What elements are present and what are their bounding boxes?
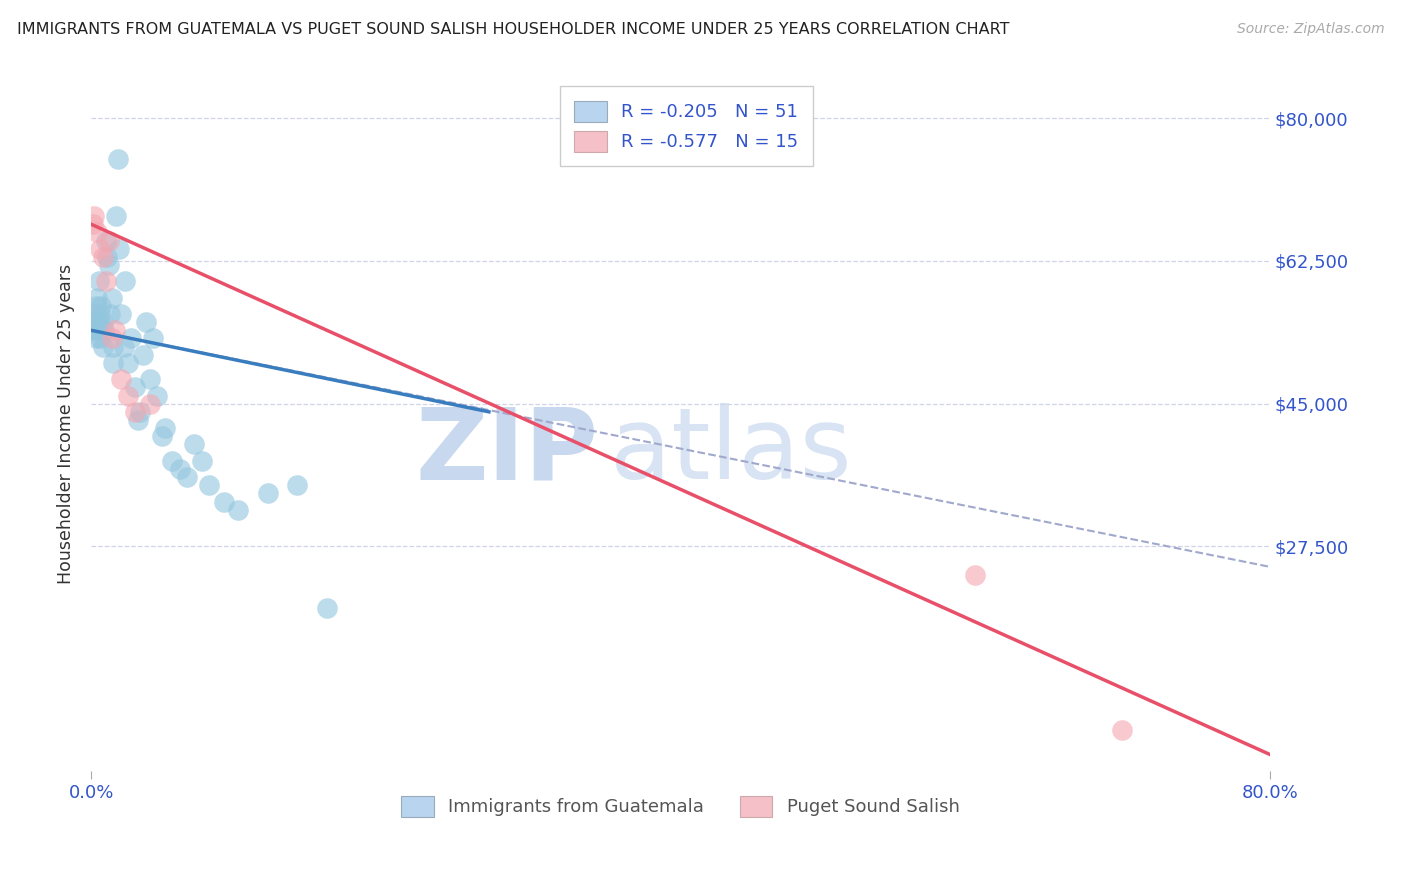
Point bbox=[94, 274, 117, 288]
Point bbox=[315, 600, 337, 615]
Point bbox=[100, 331, 122, 345]
Point bbox=[160, 454, 183, 468]
Point bbox=[228, 502, 250, 516]
Point bbox=[139, 372, 162, 386]
Point bbox=[124, 405, 146, 419]
Text: IMMIGRANTS FROM GUATEMALA VS PUGET SOUND SALISH HOUSEHOLDER INCOME UNDER 25 YEAR: IMMIGRANTS FROM GUATEMALA VS PUGET SOUND… bbox=[17, 22, 1010, 37]
Point bbox=[153, 421, 176, 435]
Point bbox=[139, 397, 162, 411]
Text: Source: ZipAtlas.com: Source: ZipAtlas.com bbox=[1237, 22, 1385, 37]
Point bbox=[110, 307, 132, 321]
Point bbox=[87, 274, 110, 288]
Point bbox=[86, 291, 108, 305]
Point bbox=[183, 437, 205, 451]
Point bbox=[83, 307, 105, 321]
Point bbox=[83, 209, 105, 223]
Point bbox=[91, 340, 114, 354]
Point bbox=[97, 258, 120, 272]
Point bbox=[107, 152, 129, 166]
Text: atlas: atlas bbox=[610, 403, 852, 500]
Point bbox=[169, 462, 191, 476]
Point bbox=[132, 348, 155, 362]
Point bbox=[117, 356, 139, 370]
Point bbox=[84, 299, 107, 313]
Point bbox=[83, 315, 105, 329]
Legend: Immigrants from Guatemala, Puget Sound Salish: Immigrants from Guatemala, Puget Sound S… bbox=[394, 789, 967, 824]
Point bbox=[127, 413, 149, 427]
Point bbox=[112, 340, 135, 354]
Point bbox=[97, 234, 120, 248]
Point bbox=[287, 478, 309, 492]
Point bbox=[142, 331, 165, 345]
Point bbox=[190, 454, 212, 468]
Point bbox=[82, 323, 104, 337]
Point bbox=[105, 209, 128, 223]
Point bbox=[117, 388, 139, 402]
Point bbox=[91, 250, 114, 264]
Point bbox=[89, 307, 111, 321]
Point bbox=[212, 494, 235, 508]
Point bbox=[96, 250, 118, 264]
Point bbox=[98, 307, 121, 321]
Point bbox=[103, 340, 125, 354]
Point bbox=[82, 217, 104, 231]
Y-axis label: Householder Income Under 25 years: Householder Income Under 25 years bbox=[58, 264, 75, 584]
Point bbox=[104, 323, 127, 337]
Point bbox=[176, 470, 198, 484]
Point bbox=[965, 568, 987, 582]
Point bbox=[110, 372, 132, 386]
Point bbox=[108, 242, 131, 256]
Point bbox=[86, 226, 108, 240]
Point bbox=[93, 323, 115, 337]
Point bbox=[90, 299, 112, 313]
Point bbox=[87, 315, 110, 329]
Point bbox=[94, 234, 117, 248]
Point bbox=[89, 242, 111, 256]
Point bbox=[257, 486, 280, 500]
Point bbox=[1111, 723, 1133, 737]
Point bbox=[128, 405, 150, 419]
Point bbox=[124, 380, 146, 394]
Point bbox=[86, 323, 108, 337]
Point bbox=[89, 331, 111, 345]
Point bbox=[198, 478, 221, 492]
Point bbox=[114, 274, 136, 288]
Point bbox=[135, 315, 157, 329]
Point bbox=[84, 331, 107, 345]
Point bbox=[146, 388, 169, 402]
Point bbox=[103, 356, 125, 370]
Point bbox=[120, 331, 142, 345]
Point bbox=[150, 429, 173, 443]
Text: ZIP: ZIP bbox=[415, 403, 598, 500]
Point bbox=[100, 291, 122, 305]
Point bbox=[91, 315, 114, 329]
